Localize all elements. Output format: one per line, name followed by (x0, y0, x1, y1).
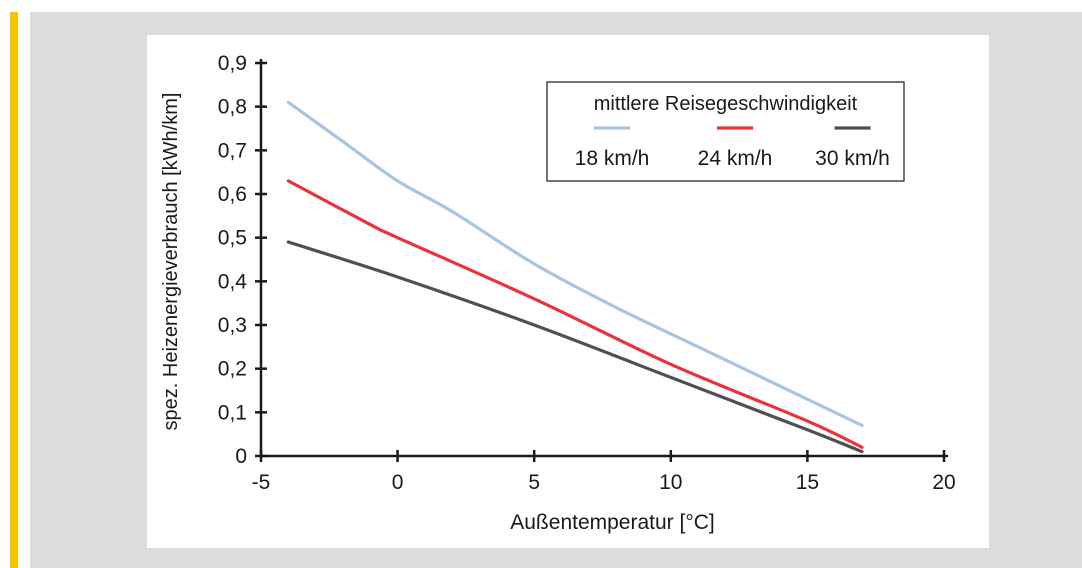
y-tick-label: 0 (235, 445, 247, 468)
series-lines (286, 100, 864, 454)
y-tick-label: 0,3 (218, 314, 247, 337)
series-line-2 (286, 179, 864, 449)
x-tick-label: 10 (659, 471, 682, 494)
y-tick-label: 0,5 (218, 227, 247, 250)
axes (259, 59, 948, 458)
legend: mittlere Reisegeschwindigkeit 18 km/h 24 … (546, 81, 905, 182)
ticks: 00,10,20,30,40,50,60,70,80,9-5 0 5 10 15 20 (218, 52, 956, 494)
y-tick-label: 0,8 (218, 96, 247, 119)
chart-card: 0 0,1 0,2 0,3 0,4 0,5 0,6 0,7 0,8 0,9 -5 0 5 10 15 20 m… (147, 35, 989, 548)
x-tick-label: 20 (932, 471, 955, 494)
accent-bar (10, 12, 18, 568)
legend-entry-label: 18 km/h (575, 147, 650, 170)
x-tick-label: 5 (528, 471, 540, 494)
legend-title: mittlere Reisegeschwindigkeit (594, 93, 858, 115)
x-tick-label: 15 (796, 471, 819, 494)
y-tick-label: 0,2 (218, 358, 247, 381)
y-axis-label: spez. Heizenergieverbrauch [kWh/km] (160, 93, 182, 431)
series-line-3 (286, 240, 864, 454)
x-tick-label: 0 (392, 471, 404, 494)
y-tick-label: 0,1 (218, 401, 247, 424)
legend-entry-label: 24 km/h (698, 147, 773, 170)
x-axis-label: Außentemperatur [°C] (510, 511, 714, 534)
y-tick-label: 0,7 (218, 139, 247, 162)
line-chart: 00,10,20,30,40,50,60,70,80,9-5 0 5 10 15 20 m… (160, 52, 956, 534)
y-tick-label: 0,4 (218, 270, 248, 293)
series-line-1 (286, 100, 864, 428)
y-tick-label: 0,6 (218, 183, 247, 206)
x-tick-label: -5 (252, 471, 271, 494)
y-tick-label: 0,9 (218, 52, 247, 75)
legend-box (546, 81, 905, 182)
legend-entry-label: 30 km/h (815, 147, 890, 170)
